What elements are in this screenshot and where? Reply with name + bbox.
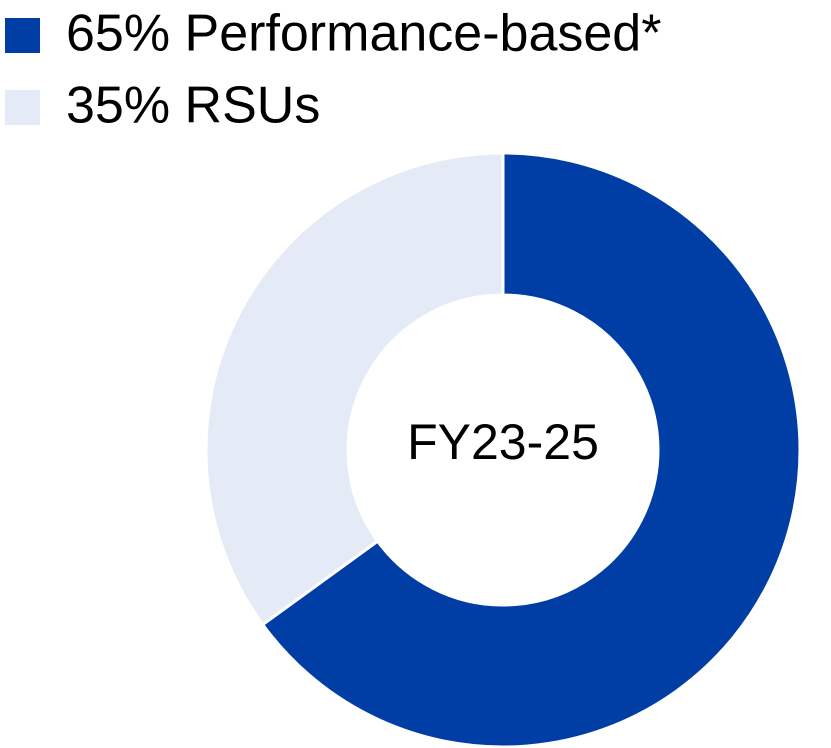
center-label: FY23-25 xyxy=(407,414,599,470)
legend: 65% Performance-based* 35% RSUs xyxy=(5,5,661,135)
donut xyxy=(204,151,802,748)
donut-segment xyxy=(204,151,505,627)
legend-swatch xyxy=(5,90,40,125)
donut-segment xyxy=(260,151,802,748)
legend-label: 35% RSUs xyxy=(66,77,320,135)
legend-swatch xyxy=(5,18,40,53)
legend-label: 65% Performance-based* xyxy=(66,5,661,63)
